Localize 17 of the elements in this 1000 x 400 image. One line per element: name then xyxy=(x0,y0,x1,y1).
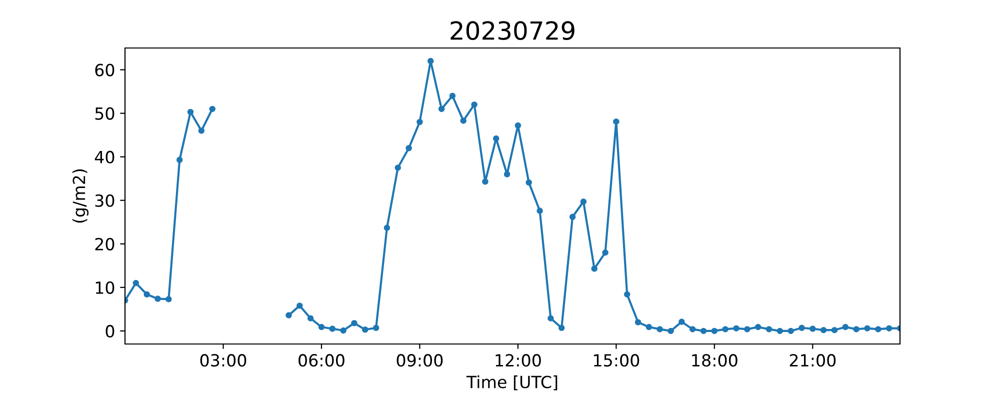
x-tick-label: 12:00 xyxy=(496,354,541,367)
x-tick-label: 21:00 xyxy=(790,354,836,367)
y-tick-label: 50 xyxy=(95,107,114,120)
y-tick-label: 30 xyxy=(95,194,114,207)
x-tick-label: 18:00 xyxy=(692,354,738,367)
x-tick-label: 15:00 xyxy=(594,354,640,367)
x-tick-label: 06:00 xyxy=(298,354,344,367)
x-axis-title: Time [UTC] xyxy=(466,375,558,390)
chart-title: 20230729 xyxy=(450,21,574,40)
y-tick-label: 60 xyxy=(95,64,114,76)
x-tick-label: 09:00 xyxy=(396,354,443,367)
y-tick-label: 10 xyxy=(96,281,114,294)
y-axis-title: (g/m2) xyxy=(72,169,89,223)
x-tick-label: 03:00 xyxy=(200,354,246,367)
y-tick-label: 0 xyxy=(106,324,114,338)
y-tick-label: 20 xyxy=(95,238,114,250)
y-tick-label: 40 xyxy=(94,150,114,164)
